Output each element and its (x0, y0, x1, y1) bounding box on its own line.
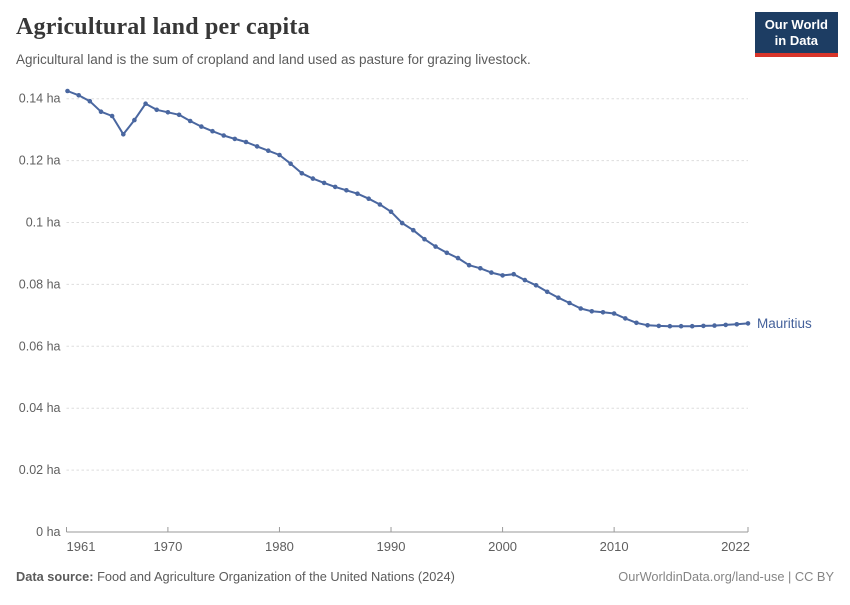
y-axis-tick-label: 0 ha (36, 525, 60, 539)
data-point[interactable] (165, 110, 171, 115)
data-point[interactable] (567, 300, 572, 306)
owid-link-and-license[interactable]: OurWorldinData.org/land-use | CC BY (618, 569, 834, 584)
data-point[interactable] (734, 322, 740, 327)
data-point[interactable] (109, 113, 115, 119)
x-axis-tick-label: 1980 (265, 539, 294, 554)
data-source-label: Data source: (16, 569, 94, 584)
data-point[interactable] (143, 101, 148, 106)
data-point[interactable] (187, 118, 193, 124)
data-point[interactable] (466, 262, 472, 268)
data-point[interactable] (221, 133, 226, 138)
data-point[interactable] (533, 283, 539, 288)
data-point[interactable] (98, 109, 104, 114)
y-axis-tick-label: 0.1 ha (26, 216, 61, 230)
y-axis-tick-label: 0.12 ha (19, 154, 61, 168)
data-point[interactable] (76, 93, 81, 98)
chart-footer: Data source: Food and Agriculture Organi… (16, 569, 834, 584)
x-axis-tick-label: 1970 (153, 539, 182, 554)
x-axis-tick-label: 2000 (488, 539, 517, 554)
data-point[interactable] (444, 250, 450, 256)
data-line-mauritius[interactable] (66, 90, 749, 328)
y-axis-tick-label: 0.04 ha (19, 401, 61, 415)
data-point[interactable] (455, 255, 461, 261)
data-point[interactable] (388, 209, 394, 214)
data-point[interactable] (310, 176, 316, 181)
data-point[interactable] (355, 191, 360, 196)
data-point[interactable] (299, 171, 305, 176)
data-point[interactable] (600, 310, 606, 315)
x-axis-tick-label: 1990 (377, 539, 406, 554)
data-source-text: Food and Agriculture Organization of the… (93, 569, 455, 584)
data-point[interactable] (522, 277, 528, 283)
data-point[interactable] (556, 295, 561, 301)
y-axis-tick-label: 0.02 ha (19, 463, 61, 477)
data-point[interactable] (489, 270, 494, 275)
data-point[interactable] (712, 323, 717, 328)
data-point[interactable] (645, 323, 650, 328)
data-point[interactable] (243, 139, 249, 145)
data-point[interactable] (701, 323, 706, 329)
data-point[interactable] (332, 184, 338, 190)
data-source-note: Data source: Food and Agriculture Organi… (16, 569, 455, 584)
data-point[interactable] (745, 321, 751, 326)
data-point[interactable] (500, 273, 505, 278)
data-point[interactable] (87, 98, 93, 104)
data-point[interactable] (377, 202, 383, 207)
data-point[interactable] (321, 180, 327, 186)
data-point[interactable] (478, 266, 483, 271)
data-point[interactable] (511, 271, 516, 277)
data-point[interactable] (366, 196, 372, 201)
data-point[interactable] (176, 112, 182, 118)
data-point[interactable] (232, 136, 238, 142)
owid-logo-line2: in Data (774, 33, 819, 49)
y-axis-tick-label: 0.14 ha (19, 92, 61, 106)
y-axis-tick-label: 0.06 ha (19, 339, 61, 353)
data-point[interactable] (266, 148, 271, 153)
x-axis-tick-label: 2022 (721, 539, 750, 554)
data-point[interactable] (634, 320, 639, 326)
data-point[interactable] (422, 236, 427, 242)
data-point[interactable] (678, 323, 684, 329)
owid-logo[interactable]: Our World in Data (754, 12, 838, 57)
chart-subtitle: Agricultural land is the sum of cropland… (16, 51, 531, 67)
data-point[interactable] (578, 306, 583, 311)
data-point[interactable] (344, 188, 349, 193)
data-point[interactable] (254, 144, 260, 149)
x-axis-tick-label: 2010 (600, 539, 629, 554)
data-point[interactable] (667, 323, 673, 329)
data-point[interactable] (154, 107, 159, 113)
data-point[interactable] (656, 323, 662, 329)
data-point[interactable] (65, 88, 70, 94)
data-point[interactable] (288, 161, 293, 166)
y-axis-tick-label: 0.08 ha (19, 277, 61, 291)
owid-logo-line1: Our World (764, 17, 828, 32)
data-point[interactable] (411, 227, 416, 233)
data-point[interactable] (210, 128, 215, 134)
data-point[interactable] (544, 289, 550, 295)
data-point[interactable] (611, 311, 617, 316)
chart-title: Agricultural land per capita (16, 14, 310, 40)
data-point[interactable] (689, 323, 695, 329)
chart-header: Agricultural land per capita Agricultura… (16, 14, 836, 68)
data-point[interactable] (121, 132, 126, 137)
data-point[interactable] (623, 316, 628, 321)
data-point[interactable] (723, 322, 728, 328)
series-label-mauritius[interactable]: Mauritius (757, 316, 812, 331)
data-point[interactable] (589, 309, 595, 314)
data-point[interactable] (277, 152, 282, 158)
data-point[interactable] (132, 117, 137, 123)
data-point[interactable] (199, 124, 204, 129)
x-axis-tick-label: 1961 (67, 539, 96, 554)
data-point[interactable] (433, 244, 438, 249)
data-point[interactable] (399, 220, 405, 226)
